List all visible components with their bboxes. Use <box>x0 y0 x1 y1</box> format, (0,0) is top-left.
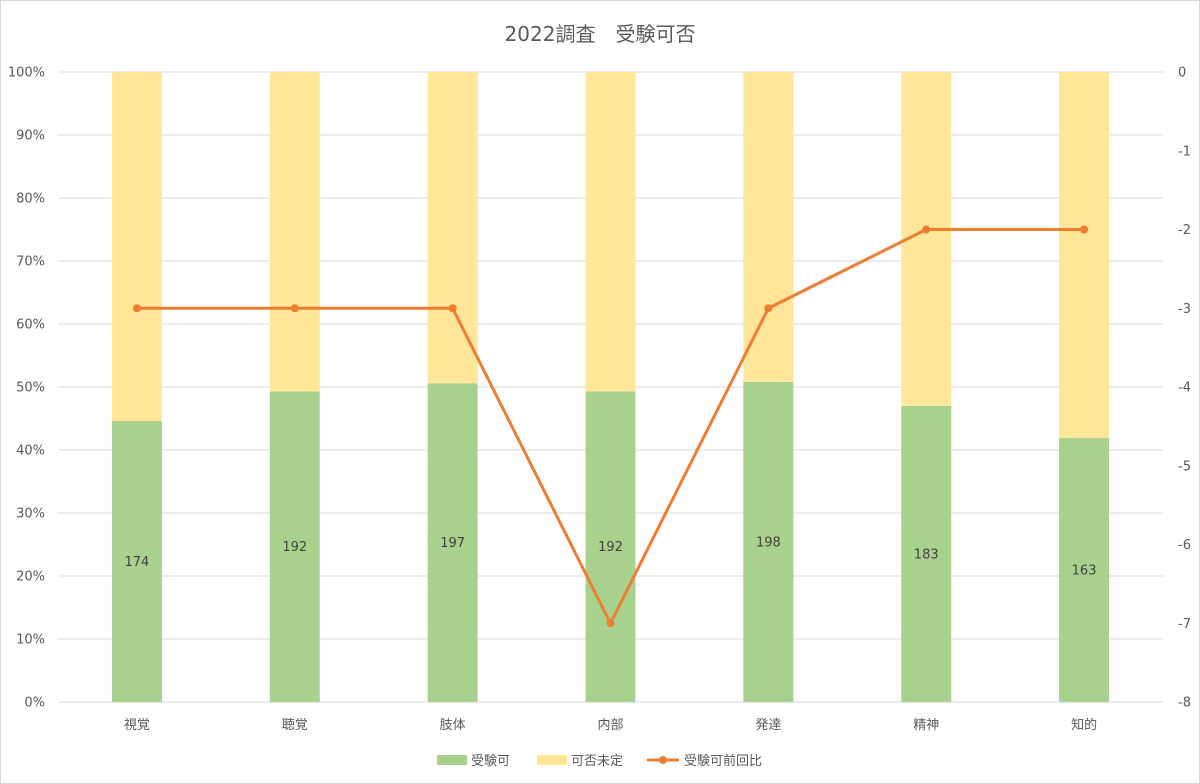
data-label: 183 <box>914 547 939 562</box>
x-axis: 視覚 聴覚 肢体 内部 発達 精神 知的 <box>124 717 1097 733</box>
data-label: 192 <box>598 540 623 555</box>
bar-mitei <box>427 72 478 384</box>
line-series <box>132 225 1089 628</box>
right-tick-label: 0 <box>1178 66 1186 81</box>
legend-marker <box>659 756 667 764</box>
left-y-axis: 0% 10% 20% 30% 40% 50% 60% 70% 80% 90% 100% <box>8 66 45 711</box>
data-label: 192 <box>282 540 307 555</box>
bar-mitei <box>743 72 794 382</box>
legend-label: 可否未定 <box>571 754 623 769</box>
bar-ukeka <box>585 391 636 702</box>
left-tick-label: 50% <box>16 381 45 396</box>
left-tick-label: 20% <box>16 570 45 585</box>
data-labels: 174 192 197 192 198 183 163 <box>125 535 1097 578</box>
right-tick-label: -7 <box>1178 617 1191 632</box>
bar-ukeka <box>269 391 320 702</box>
line-marker <box>290 304 299 313</box>
x-tick-label: 知的 <box>1071 717 1097 733</box>
x-tick-label: 視覚 <box>124 718 150 733</box>
left-tick-label: 10% <box>16 633 45 648</box>
chart-title: 2022調査 受験可否 <box>505 22 696 46</box>
line-marker <box>764 304 773 313</box>
line-marker <box>1080 225 1089 234</box>
line-marker <box>606 619 615 628</box>
bar-mitei <box>269 72 320 392</box>
bar-ukeka <box>901 405 952 702</box>
bar-mitei <box>111 72 162 422</box>
left-tick-label: 0% <box>24 696 45 711</box>
left-tick-label: 30% <box>16 507 45 522</box>
right-tick-label: -1 <box>1178 144 1191 159</box>
data-label: 198 <box>756 535 781 550</box>
right-tick-label: -2 <box>1178 223 1191 238</box>
right-tick-label: -5 <box>1178 459 1191 474</box>
bar-ukeka <box>111 421 162 702</box>
left-tick-label: 100% <box>8 66 45 81</box>
right-y-axis: 0 -1 -2 -3 -4 -5 -6 -7 -8 <box>1178 66 1191 711</box>
data-label: 197 <box>440 536 465 551</box>
left-tick-label: 70% <box>16 255 45 270</box>
left-tick-label: 60% <box>16 318 45 333</box>
legend-swatch <box>537 755 567 765</box>
right-tick-label: -3 <box>1178 302 1191 317</box>
x-tick-label: 精神 <box>913 718 939 733</box>
line-marker <box>132 304 141 313</box>
right-tick-label: -4 <box>1178 381 1191 396</box>
bar-ukeka <box>1059 438 1110 702</box>
bar-ukeka <box>743 381 794 702</box>
right-tick-label: -8 <box>1178 696 1191 711</box>
x-tick-label: 内部 <box>597 717 623 733</box>
right-tick-label: -6 <box>1178 538 1191 553</box>
legend: 受験可 可否未定 受験可前回比 <box>437 753 762 769</box>
data-label: 163 <box>1072 564 1097 579</box>
bar-ukeka <box>427 383 478 702</box>
bar-mitei <box>585 72 636 392</box>
left-tick-label: 80% <box>16 192 45 207</box>
bar-series <box>111 72 1110 702</box>
x-tick-label: 肢体 <box>440 717 466 733</box>
left-tick-label: 40% <box>16 444 45 459</box>
data-label: 174 <box>125 555 150 570</box>
legend-label: 受験可前回比 <box>684 753 762 769</box>
legend-swatch <box>437 755 467 765</box>
bar-mitei <box>1059 72 1110 439</box>
legend-label: 受験可 <box>471 754 510 769</box>
x-tick-label: 聴覚 <box>282 718 308 733</box>
x-tick-label: 発達 <box>755 718 781 733</box>
line-marker <box>448 304 457 313</box>
line-marker <box>922 225 931 234</box>
left-tick-label: 90% <box>16 129 45 144</box>
